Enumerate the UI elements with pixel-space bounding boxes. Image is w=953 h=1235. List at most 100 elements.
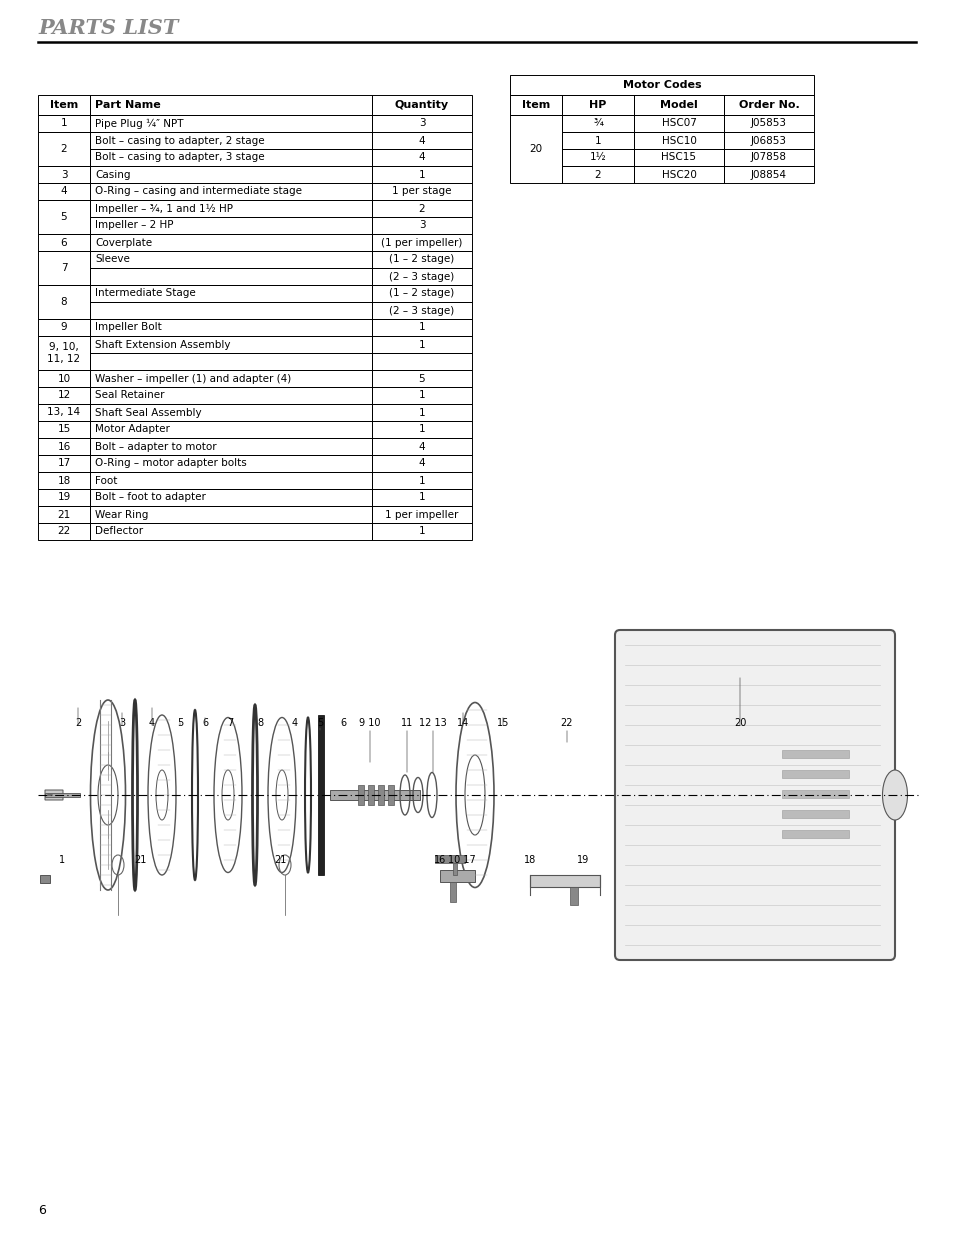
Bar (90, 319, 372, 336)
Bar (372, 165, 472, 183)
Text: 1 per stage: 1 per stage (392, 186, 452, 196)
Bar (372, 421, 472, 438)
Text: 19: 19 (577, 855, 589, 864)
Text: O-Ring – motor adapter bolts: O-Ring – motor adapter bolts (95, 458, 247, 468)
Text: 21: 21 (274, 855, 286, 864)
Text: 5: 5 (418, 373, 425, 384)
Text: 20: 20 (733, 718, 745, 727)
Bar (561, 149, 634, 165)
Bar (372, 183, 472, 200)
Bar (569, 887, 578, 905)
Text: 3: 3 (418, 221, 425, 231)
Bar (372, 489, 472, 506)
Text: 2: 2 (594, 169, 600, 179)
Text: Impeller – ¾, 1 and 1½ HP: Impeller – ¾, 1 and 1½ HP (95, 204, 233, 214)
Bar (38, 251, 90, 285)
Bar (90, 404, 372, 421)
Text: 12: 12 (57, 390, 71, 400)
Text: 11: 11 (400, 718, 413, 727)
Bar (38, 319, 90, 336)
Bar (38, 165, 90, 183)
Text: Pipe Plug ¼″ NPT: Pipe Plug ¼″ NPT (95, 119, 183, 128)
Text: (1 per impeller): (1 per impeller) (381, 237, 462, 247)
Text: 16: 16 (434, 855, 446, 864)
Text: 1: 1 (418, 169, 425, 179)
Text: 1: 1 (418, 322, 425, 332)
Text: 1: 1 (418, 408, 425, 417)
Bar (634, 149, 723, 165)
Bar (90, 303, 372, 319)
Bar (372, 95, 472, 115)
Bar (38, 285, 90, 319)
Text: 18: 18 (523, 855, 536, 864)
Bar (530, 876, 599, 887)
Bar (634, 132, 723, 149)
Text: 1: 1 (418, 493, 425, 503)
Bar (90, 217, 372, 233)
Text: 4: 4 (418, 136, 425, 146)
Bar (90, 370, 372, 387)
Text: 1: 1 (61, 119, 68, 128)
Bar (453, 863, 456, 876)
Text: J07858: J07858 (750, 152, 786, 163)
Bar (372, 387, 472, 404)
Bar (372, 472, 472, 489)
Text: 6: 6 (202, 718, 208, 727)
Bar (372, 506, 472, 522)
Bar (38, 489, 90, 506)
Text: 3: 3 (61, 169, 68, 179)
Text: 4: 4 (61, 186, 68, 196)
Text: 1: 1 (418, 340, 425, 350)
Text: Impeller Bolt: Impeller Bolt (95, 322, 162, 332)
Text: 3: 3 (418, 119, 425, 128)
Text: Motor Codes: Motor Codes (622, 80, 700, 90)
Bar (781, 769, 848, 778)
Bar (372, 115, 472, 132)
Bar (372, 370, 472, 387)
Text: 22: 22 (560, 718, 573, 727)
Bar (510, 75, 813, 95)
Bar (38, 115, 90, 132)
Bar (90, 251, 372, 268)
Bar (372, 217, 472, 233)
Text: Sleeve: Sleeve (95, 254, 130, 264)
Text: (2 – 3 stage): (2 – 3 stage) (389, 305, 455, 315)
Text: HSC15: HSC15 (660, 152, 696, 163)
Text: 8: 8 (61, 296, 68, 308)
Bar (90, 268, 372, 285)
Text: 1: 1 (418, 526, 425, 536)
Bar (377, 785, 384, 805)
Text: 4: 4 (292, 718, 297, 727)
Text: 7: 7 (61, 263, 68, 273)
Bar (372, 522, 472, 540)
Text: (2 – 3 stage): (2 – 3 stage) (389, 272, 455, 282)
Bar (439, 869, 475, 882)
Bar (90, 438, 372, 454)
Bar (38, 506, 90, 522)
Text: ¾: ¾ (593, 119, 602, 128)
Text: 4: 4 (418, 152, 425, 163)
Text: HSC20: HSC20 (660, 169, 696, 179)
Text: 5: 5 (176, 718, 183, 727)
Text: 5: 5 (316, 718, 323, 727)
Bar (90, 285, 372, 303)
Bar (781, 790, 848, 798)
Text: J05853: J05853 (750, 119, 786, 128)
Text: 1: 1 (418, 425, 425, 435)
Bar (38, 454, 90, 472)
Text: 6: 6 (339, 718, 346, 727)
Bar (723, 132, 813, 149)
Text: Seal Retainer: Seal Retainer (95, 390, 164, 400)
Bar (372, 336, 472, 353)
Text: 22: 22 (57, 526, 71, 536)
Text: 2: 2 (61, 144, 68, 154)
Bar (372, 200, 472, 217)
Text: 5: 5 (61, 212, 68, 222)
Text: 8: 8 (256, 718, 263, 727)
Bar (561, 132, 634, 149)
Bar (90, 95, 372, 115)
Text: Item: Item (521, 100, 550, 110)
Bar (90, 200, 372, 217)
FancyBboxPatch shape (45, 790, 63, 800)
Bar (372, 319, 472, 336)
